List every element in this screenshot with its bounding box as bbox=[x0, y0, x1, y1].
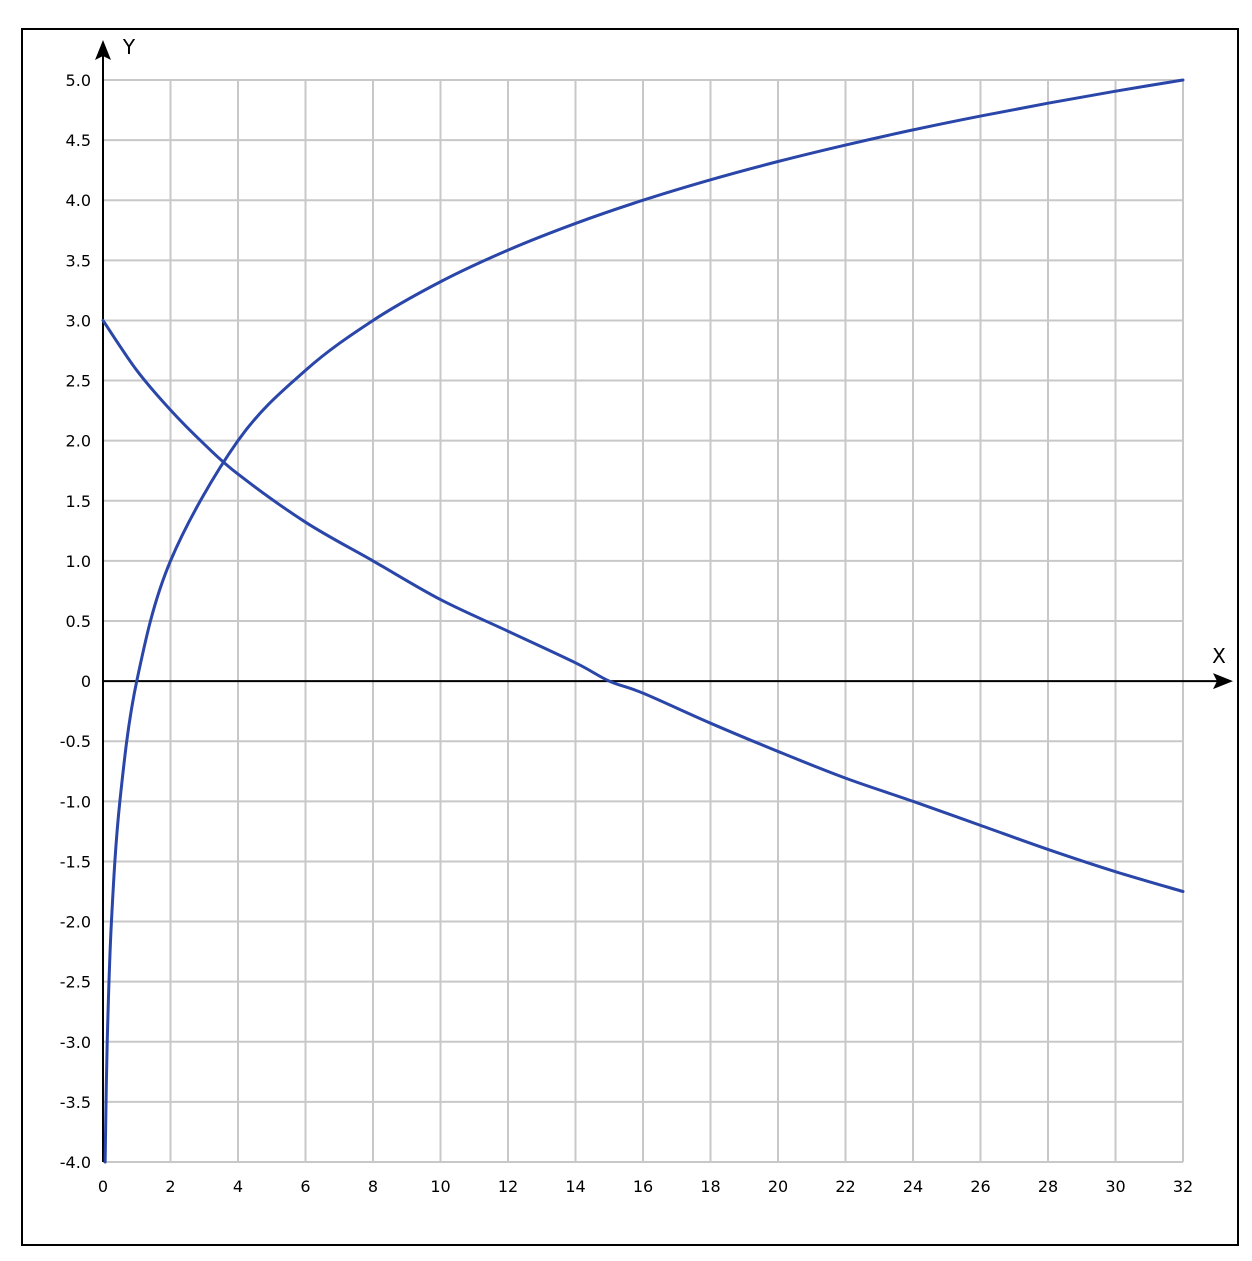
y-tick-label: -4.0 bbox=[60, 1153, 91, 1172]
grid-lines bbox=[103, 79, 1184, 1163]
y-tick-label: 3.5 bbox=[66, 251, 91, 270]
y-tick-label: -2.5 bbox=[60, 973, 91, 992]
x-tick-label: 16 bbox=[633, 1177, 653, 1196]
y-tick-label: -0.5 bbox=[60, 732, 91, 751]
x-tick-label: 30 bbox=[1105, 1177, 1125, 1196]
chart-plot: 0 2 4 6 8 10 12 14 16 18 20 22 24 26 28 30 325.04.54.03.… bbox=[60, 35, 1233, 1196]
x-tick-label: 8 bbox=[368, 1177, 378, 1196]
series-lines bbox=[101, 78, 1185, 1164]
y-tick-label: -3.0 bbox=[60, 1033, 91, 1052]
x-tick-label: 32 bbox=[1173, 1177, 1193, 1196]
y-tick-label: 0 bbox=[81, 672, 91, 691]
x-tick-label: 0 bbox=[98, 1177, 108, 1196]
x-tick-label: 24 bbox=[903, 1177, 923, 1196]
y-tick-label: -1.0 bbox=[60, 792, 91, 811]
series-line-1 bbox=[103, 78, 1185, 1164]
series-line-2 bbox=[101, 318, 1185, 893]
y-tick-label: 2.0 bbox=[66, 432, 91, 451]
x-tick-label: 14 bbox=[565, 1177, 585, 1196]
y-tick-label: -1.5 bbox=[60, 852, 91, 871]
y-tick-label: -2.0 bbox=[60, 913, 91, 932]
x-tick-label: 4 bbox=[233, 1177, 243, 1196]
x-tick-label: 10 bbox=[430, 1177, 450, 1196]
y-tick-label: 5.0 bbox=[66, 71, 91, 90]
x-tick-label: 6 bbox=[300, 1177, 310, 1196]
axes bbox=[95, 40, 1233, 1162]
y-axis-arrow bbox=[95, 40, 111, 60]
chart-frame: 0 2 4 6 8 10 12 14 16 18 20 22 24 26 28 30 32 5.0 4.5 4.0 3.… bbox=[21, 28, 1239, 1246]
tick-labels: 0 2 4 6 8 10 12 14 16 18 20 22 24 26 28 30 325.04.54.03.… bbox=[60, 35, 1226, 1196]
y-tick-label: -3.5 bbox=[60, 1093, 91, 1112]
x-tick-label: 22 bbox=[835, 1177, 855, 1196]
y-tick-label: 2.5 bbox=[66, 372, 91, 391]
x-axis-label: X bbox=[1212, 644, 1226, 668]
x-tick-label: 18 bbox=[700, 1177, 720, 1196]
y-tick-label: 4.5 bbox=[66, 131, 91, 150]
y-axis-label: Y bbox=[122, 35, 136, 59]
y-tick-label: 1.5 bbox=[66, 492, 91, 511]
x-axis-arrow bbox=[1213, 673, 1233, 690]
y-tick-label: 4.0 bbox=[66, 191, 91, 210]
x-tick-label: 2 bbox=[165, 1177, 175, 1196]
x-tick-label: 26 bbox=[970, 1177, 990, 1196]
y-tick-label: 0.5 bbox=[66, 612, 91, 631]
x-tick-label: 12 bbox=[498, 1177, 518, 1196]
x-tick-label: 28 bbox=[1038, 1177, 1058, 1196]
y-tick-label: 3.0 bbox=[66, 311, 91, 330]
x-tick-label: 20 bbox=[768, 1177, 788, 1196]
y-tick-label: 1.0 bbox=[66, 552, 91, 571]
